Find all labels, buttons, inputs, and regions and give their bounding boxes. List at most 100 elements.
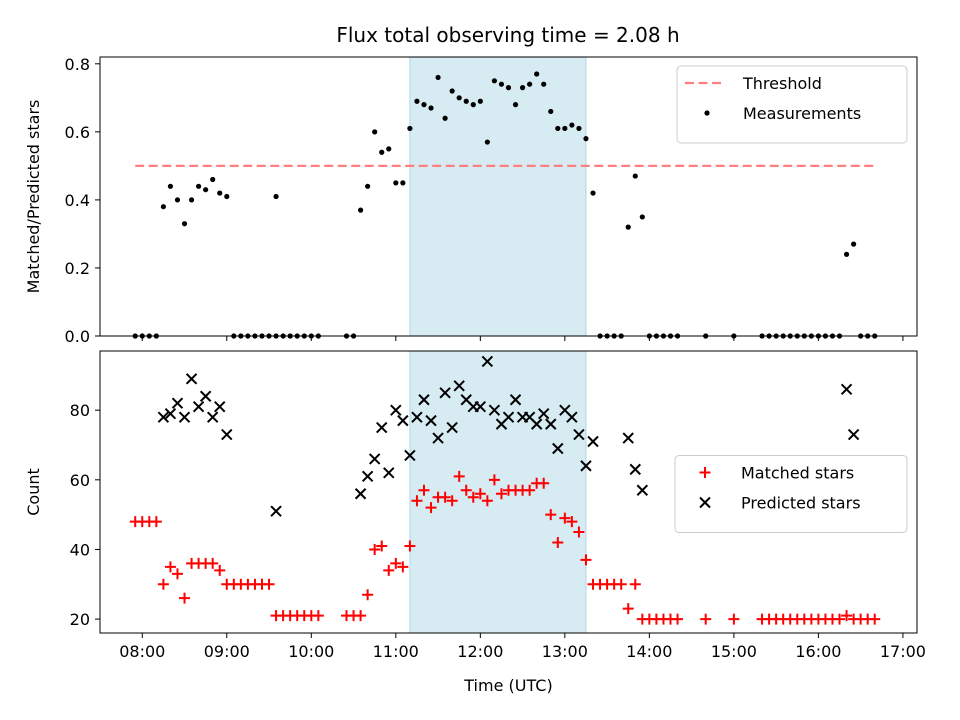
x-axis-label: Time (UTC) xyxy=(463,676,552,695)
axes-frame xyxy=(99,56,918,337)
legend: Matched stars Predicted stars xyxy=(674,455,908,533)
highlight-span xyxy=(409,56,587,337)
data-point xyxy=(495,488,507,500)
data-point xyxy=(453,470,465,482)
data-point xyxy=(672,613,684,625)
data-point xyxy=(629,463,641,476)
data-point xyxy=(512,102,519,108)
data-point xyxy=(418,394,430,406)
data-point xyxy=(383,564,395,576)
data-point xyxy=(700,613,712,625)
data-point xyxy=(428,105,434,111)
data-point xyxy=(481,355,494,368)
data-point xyxy=(164,407,177,420)
data-point xyxy=(421,102,427,108)
data-point xyxy=(446,421,458,434)
data-point xyxy=(355,610,367,622)
data-point xyxy=(625,224,631,230)
y-tick-label: 60 xyxy=(70,471,90,490)
y-tick-label: 0.8 xyxy=(65,55,90,74)
data-point xyxy=(354,488,367,500)
data-point xyxy=(509,394,522,406)
data-point xyxy=(390,557,402,569)
data-point xyxy=(530,418,543,430)
data-point xyxy=(502,411,515,423)
legend-marker-x xyxy=(699,496,711,509)
data-point xyxy=(576,125,582,132)
x-tick-label: 16:00 xyxy=(795,642,841,661)
data-point xyxy=(214,400,226,413)
x-tick-label: 10:00 xyxy=(288,642,334,661)
data-point xyxy=(379,149,385,155)
data-point xyxy=(843,251,850,257)
data-point xyxy=(583,136,589,142)
data-point xyxy=(150,516,162,528)
data-point xyxy=(474,400,487,413)
data-point xyxy=(622,432,634,444)
data-point xyxy=(580,460,592,472)
legend-label: Matched stars xyxy=(741,464,854,483)
data-point xyxy=(841,610,853,622)
data-point xyxy=(312,610,324,622)
data-point xyxy=(484,139,490,145)
data-point xyxy=(728,613,740,625)
data-point xyxy=(393,180,399,186)
data-point xyxy=(460,484,472,496)
data-point xyxy=(636,484,649,496)
data-point xyxy=(573,428,585,441)
data-point xyxy=(414,98,420,104)
legend: Threshold Measurements xyxy=(676,65,908,144)
data-point xyxy=(404,449,416,462)
x-tick-label: 12:00 xyxy=(457,642,503,661)
data-point xyxy=(545,418,557,430)
data-point xyxy=(587,435,599,448)
x-tick-label: 14:00 xyxy=(626,642,672,661)
y-tick-label: 40 xyxy=(70,540,90,559)
data-point xyxy=(566,516,578,528)
data-point xyxy=(639,214,645,220)
axes-frame xyxy=(99,350,918,634)
data-point xyxy=(548,108,554,115)
data-point xyxy=(196,183,202,189)
data-point xyxy=(376,421,388,434)
data-point xyxy=(425,414,437,427)
data-point xyxy=(534,71,540,77)
data-point xyxy=(199,390,212,402)
data-point xyxy=(397,414,409,427)
data-point xyxy=(498,81,505,87)
data-point xyxy=(411,411,423,423)
data-point xyxy=(562,125,568,132)
data-point xyxy=(474,488,486,500)
data-point xyxy=(418,484,430,496)
legend-label: Predicted stars xyxy=(741,494,861,513)
data-point xyxy=(368,453,381,465)
data-point xyxy=(217,190,223,196)
x-tick-label: 15:00 xyxy=(711,642,757,661)
data-point xyxy=(171,397,184,409)
data-point xyxy=(446,495,458,507)
data-point xyxy=(538,407,550,420)
data-point xyxy=(273,193,279,200)
data-point xyxy=(425,502,437,514)
data-point xyxy=(432,432,444,444)
data-point xyxy=(157,578,169,590)
data-point xyxy=(263,578,275,590)
y-tick-label: 0.0 xyxy=(65,327,90,346)
data-point xyxy=(376,540,388,552)
data-point xyxy=(270,505,282,517)
legend-marker-dot xyxy=(704,110,710,116)
y-tick-label: 20 xyxy=(70,610,90,629)
data-point xyxy=(453,380,465,392)
data-point xyxy=(491,78,498,84)
data-point xyxy=(369,543,381,555)
data-point xyxy=(545,509,557,521)
data-point xyxy=(552,536,564,548)
data-point xyxy=(467,491,479,503)
data-point xyxy=(361,470,374,483)
data-point xyxy=(157,411,170,423)
data-point xyxy=(439,387,451,399)
data-point xyxy=(362,589,374,601)
data-point xyxy=(442,115,448,121)
y-axis-label: Matched/Predicted stars xyxy=(24,100,43,294)
